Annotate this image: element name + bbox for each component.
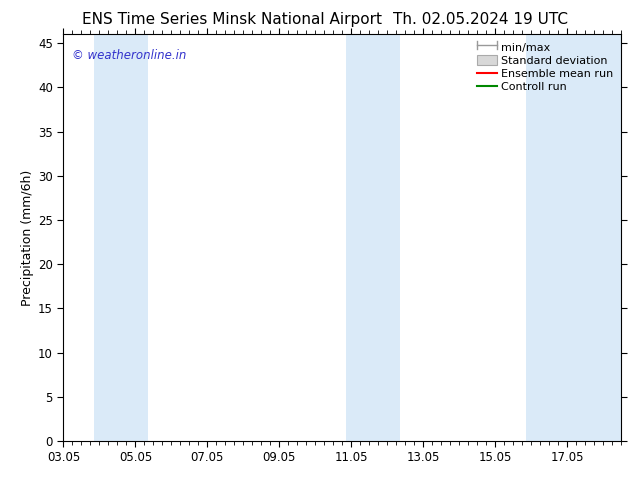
Text: © weatheronline.in: © weatheronline.in — [72, 49, 186, 62]
Bar — [346, 34, 400, 441]
Text: Th. 02.05.2024 19 UTC: Th. 02.05.2024 19 UTC — [393, 12, 568, 27]
Bar — [94, 34, 148, 441]
Legend: min/max, Standard deviation, Ensemble mean run, Controll run: min/max, Standard deviation, Ensemble me… — [475, 40, 616, 95]
Text: ENS Time Series Minsk National Airport: ENS Time Series Minsk National Airport — [82, 12, 382, 27]
Y-axis label: Precipitation (mm/6h): Precipitation (mm/6h) — [21, 170, 34, 306]
Bar — [526, 34, 621, 441]
